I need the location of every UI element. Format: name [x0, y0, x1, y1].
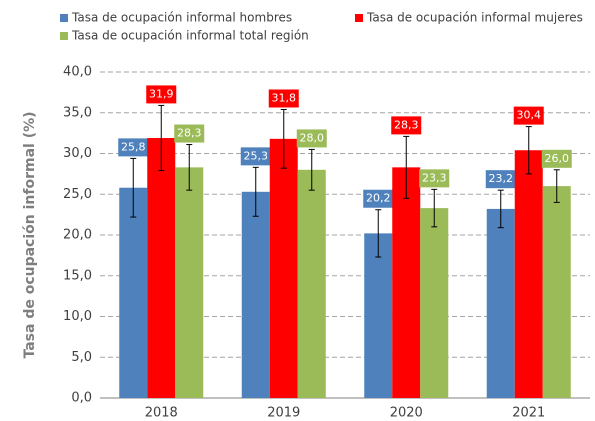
value-label: 23,2 [489, 172, 514, 185]
y-axis-title: Tasa de ocupación informal (%) [22, 111, 38, 358]
value-label: 31,9 [149, 87, 174, 100]
error-bar [525, 126, 532, 175]
y-tick-label: 20,0 [63, 228, 92, 243]
legend-label: Tasa de ocupación informal total región [71, 29, 309, 43]
value-label-box [268, 89, 299, 108]
legend-label: Tasa de ocupación informal hombres [71, 11, 292, 25]
error-bar [431, 188, 438, 228]
value-label: 28,0 [300, 131, 325, 144]
legend-swatch [60, 14, 68, 22]
y-tick-label: 35,0 [63, 105, 92, 120]
value-label: 25,3 [244, 149, 269, 162]
error-bar [497, 189, 504, 229]
value-label: 23,3 [422, 171, 447, 184]
error-bar [252, 166, 259, 217]
value-label-box [485, 170, 516, 189]
error-bar [186, 144, 193, 191]
x-tick-label: 2020 [390, 406, 423, 421]
error-bar [280, 108, 287, 169]
x-tick-label: 2018 [145, 406, 178, 421]
bar [364, 233, 393, 398]
value-label-box [391, 116, 422, 135]
value-label: 26,0 [545, 152, 570, 165]
value-label: 25,8 [121, 140, 146, 153]
x-tick-label: 2019 [267, 406, 300, 421]
value-label: 20,2 [366, 192, 391, 205]
bar [420, 208, 449, 398]
error-bar [403, 135, 410, 199]
value-label: 31,8 [272, 91, 297, 104]
value-label-box [419, 169, 450, 188]
y-tick-label: 25,0 [63, 187, 92, 202]
error-bar [130, 157, 137, 218]
value-label-box [174, 124, 205, 143]
bar [269, 138, 298, 398]
bar [175, 167, 204, 398]
bar [297, 169, 326, 398]
legend-label: Tasa de ocupación informal mujeres [366, 11, 583, 25]
y-tick-label: 15,0 [63, 268, 92, 283]
y-tick-label: 10,0 [63, 309, 92, 324]
error-bar [308, 148, 315, 191]
value-label-box [296, 129, 327, 148]
error-bar [158, 104, 165, 172]
bar [119, 187, 148, 398]
bar [514, 150, 543, 398]
value-label-box [118, 138, 149, 157]
value-label-box [146, 85, 177, 104]
error-bar [553, 169, 560, 203]
bar [147, 138, 176, 398]
value-label-box [541, 149, 572, 168]
value-label: 30,4 [517, 109, 542, 122]
bar [486, 208, 515, 398]
legend-swatch [60, 32, 68, 40]
value-label-box [363, 189, 394, 208]
value-label: 28,3 [394, 118, 419, 131]
bar [542, 186, 571, 398]
legend-swatch [355, 14, 363, 22]
bar [241, 191, 270, 398]
y-tick-label: 5,0 [71, 350, 92, 365]
value-label-box [513, 106, 544, 125]
value-label-box [240, 147, 271, 166]
error-bar [375, 209, 382, 258]
value-label: 28,3 [177, 127, 202, 140]
bar [392, 167, 421, 398]
y-tick-label: 30,0 [63, 146, 92, 161]
y-tick-label: 40,0 [63, 65, 92, 80]
x-tick-label: 2021 [512, 406, 545, 421]
y-tick-label: 0,0 [71, 391, 92, 406]
